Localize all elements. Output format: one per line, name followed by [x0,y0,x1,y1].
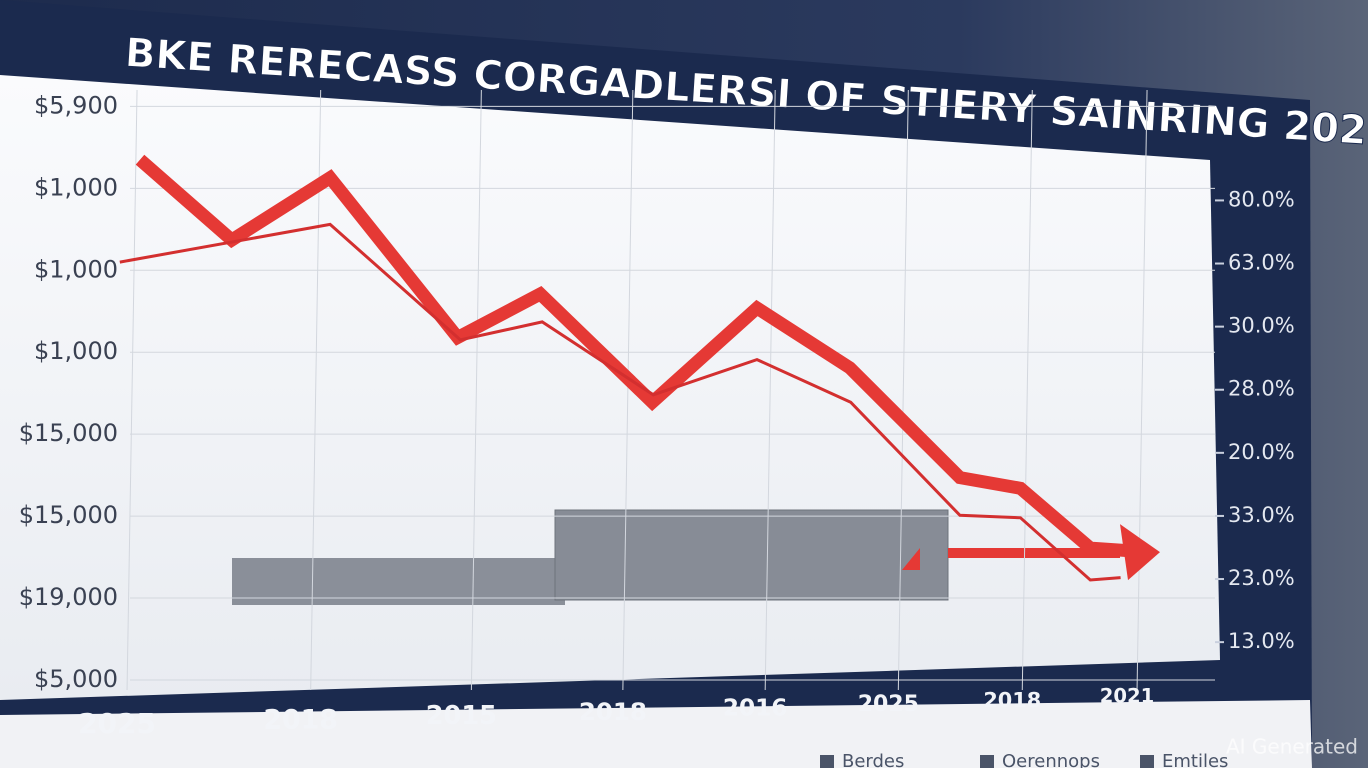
y-tick-label: $1,000 [34,337,118,365]
x-tick-label: 2015 [426,701,497,731]
x-tick-label: 2025 [78,707,156,740]
x-tick-label: 2018 [579,697,647,726]
gray-box [232,558,565,605]
y-tick-label: $5,000 [34,665,118,693]
y-tick-label: $19,000 [19,583,118,611]
y2-tick-label: 13.0% [1228,629,1295,653]
grid-line [470,89,482,691]
legend-strip [0,700,1312,768]
y2-tick-label: 23.0% [1228,566,1295,590]
legend-swatch [820,755,834,769]
y2-tick-label: 63.0% [1228,251,1295,275]
y2-tick-label: 20.0% [1228,440,1295,464]
grid-line [897,89,909,691]
y2-tick-label: 28.0% [1228,377,1295,401]
y2-tick-label: 30.0% [1228,314,1295,338]
legend-swatch [1140,755,1154,769]
watermark: AI Generated [1226,735,1358,759]
y-tick-label: $15,000 [19,419,118,447]
y2-tick-label: 33.0% [1228,503,1295,527]
decor-triangle [902,548,920,570]
legend-label: Emtiles [1162,751,1228,768]
x-tick-label: 2016 [723,695,788,722]
gray-box [554,509,949,601]
grid-line [622,89,634,691]
y-tick-label: $1,000 [34,255,118,283]
legend-label: Oerennops [1002,751,1100,768]
x-tick-label: 2018 [263,705,338,736]
x-tick-label: 2018 [983,688,1041,712]
y-tick-label: $5,900 [34,91,118,119]
line-series [135,154,1151,559]
grid-line [126,89,138,691]
grid-line [764,89,776,691]
x-tick-label: 2021 [1100,685,1155,708]
legend-swatch [980,755,994,769]
y2-tick-label: 80.0% [1228,187,1295,211]
grid-line [1136,89,1148,691]
y-tick-label: $15,000 [19,501,118,529]
legend-label: Berdes [842,751,904,768]
x-tick-label: 2025 [858,692,919,717]
grid-line [1021,89,1033,691]
arrow-head [1120,524,1160,581]
line-series [119,222,1121,582]
y-tick-label: $1,000 [34,173,118,201]
plot-panel [0,75,1220,700]
